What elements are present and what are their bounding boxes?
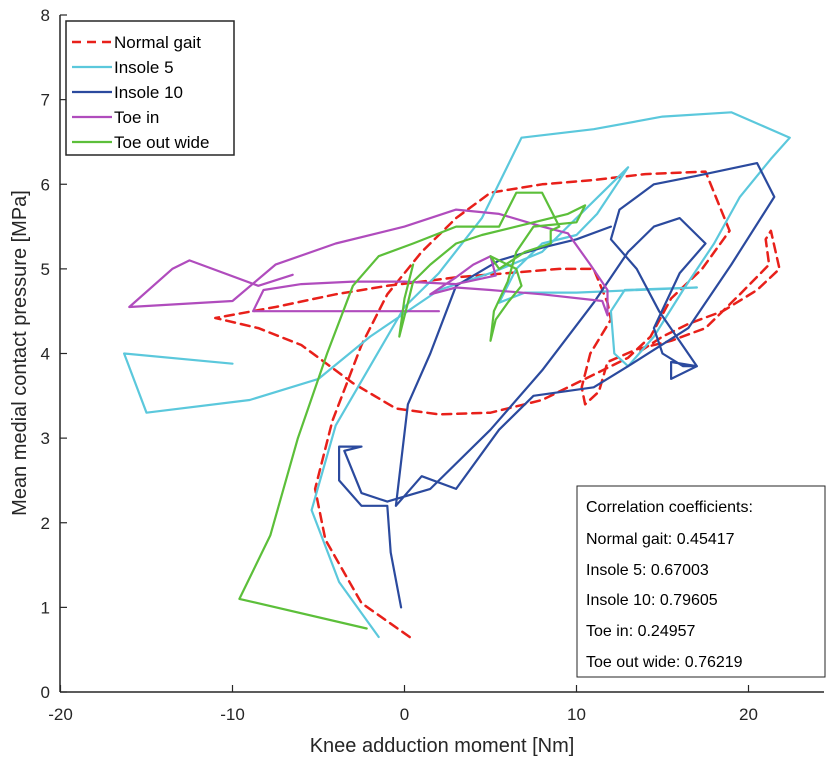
x-axis-label: Knee adduction moment [Nm]	[310, 735, 575, 757]
annotation-box	[576, 485, 826, 678]
annotation-title: Correlation coefficients:	[586, 499, 753, 516]
legend-label: Toe in	[114, 108, 159, 127]
y-tick-label: 0	[41, 683, 50, 702]
series-line-insole-10	[338, 162, 776, 609]
y-tick-label: 3	[41, 429, 50, 448]
x-tick-label: -10	[220, 705, 245, 724]
series-line-toe-out-wide	[238, 191, 587, 630]
x-tick-label: -20	[48, 705, 73, 724]
y-tick-label: 8	[41, 6, 50, 25]
series-line-toe-in	[128, 208, 609, 317]
legend-label: Normal gait	[114, 33, 201, 52]
y-tick-label: 4	[41, 345, 50, 364]
series-layer	[123, 111, 791, 639]
y-tick-label: 1	[41, 598, 50, 617]
y-tick-label: 5	[41, 260, 50, 279]
x-tick-label: 10	[567, 705, 586, 724]
annotation-line: Insole 10: 0.79605	[586, 592, 718, 609]
ticks-layer: -20 -10 0 10 20 0 1 2 3 4 5 6 7 8	[41, 6, 758, 724]
annotation-line: Toe out wide: 0.76219	[586, 654, 743, 671]
y-axis-label: Mean medial contact pressure [MPa]	[9, 190, 31, 516]
legend-label: Insole 10	[114, 83, 183, 102]
annotation-line: Normal gait: 0.45417	[586, 531, 735, 548]
legend-items: Normal gait Insole 5 Insole 10 Toe in Toe ou…	[72, 33, 209, 152]
x-tick-label: 0	[400, 705, 409, 724]
legend: Normal gait Insole 5 Insole 10 Toe in Toe ou…	[65, 20, 235, 156]
annotation-line: Toe in: 0.24957	[586, 623, 696, 640]
legend-label: Toe out wide	[114, 133, 209, 152]
y-tick-label: 6	[41, 175, 50, 194]
legend-label: Insole 5	[114, 58, 174, 77]
annotation-line: Insole 5: 0.67003	[586, 562, 709, 579]
y-tick-label: 2	[41, 514, 50, 533]
y-tick-label: 7	[41, 91, 50, 110]
x-tick-label: 20	[739, 705, 758, 724]
legend-box	[65, 20, 235, 156]
correlation-annotation: Correlation coefficients: Normal gait: 0…	[576, 485, 826, 678]
series-line-normal-gait	[214, 170, 781, 639]
